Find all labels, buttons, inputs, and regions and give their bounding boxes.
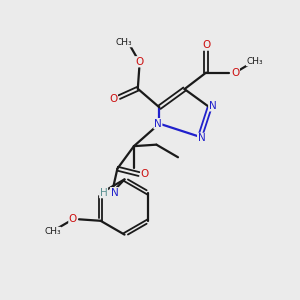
Text: O: O: [109, 94, 117, 103]
Text: N: N: [110, 188, 118, 198]
Text: N: N: [154, 119, 162, 129]
Text: CH₃: CH₃: [44, 227, 61, 236]
Text: O: O: [231, 68, 239, 78]
Text: O: O: [69, 214, 77, 224]
Text: O: O: [202, 40, 210, 50]
Text: N: N: [209, 101, 217, 111]
Text: O: O: [141, 169, 149, 179]
Text: CH₃: CH₃: [116, 38, 132, 47]
Text: N: N: [198, 134, 206, 143]
Text: O: O: [135, 57, 143, 67]
Text: CH₃: CH₃: [246, 57, 263, 66]
Text: H: H: [100, 188, 107, 198]
